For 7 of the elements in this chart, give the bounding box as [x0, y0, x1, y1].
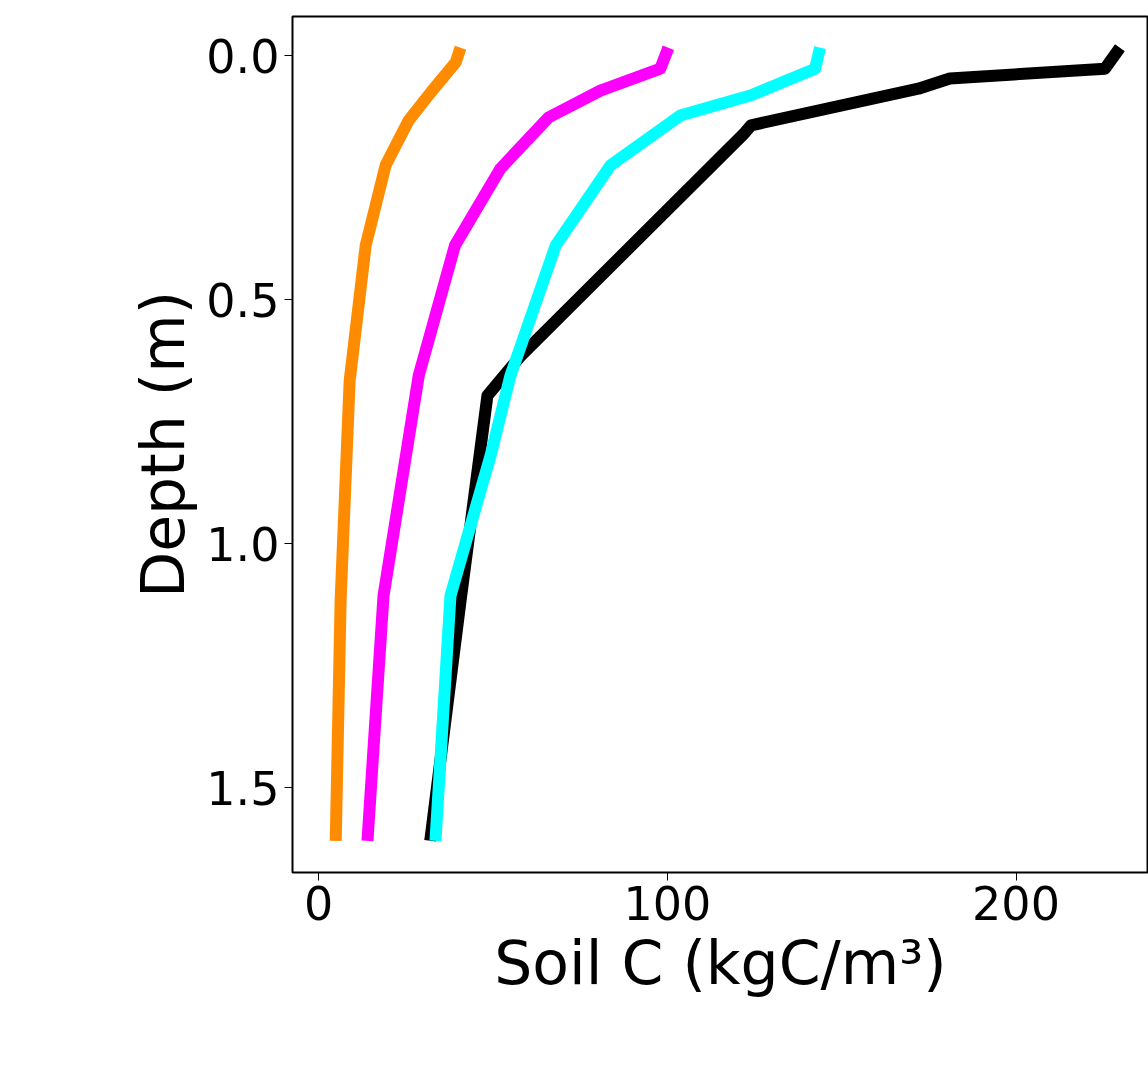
x-tick-label: 0 [304, 876, 334, 931]
y-tick-label: 1.5 [206, 761, 280, 816]
y-axis-title: Depth (m) [128, 290, 199, 599]
y-tick-label: 0.5 [206, 273, 280, 328]
x-tick-label: 200 [972, 876, 1060, 931]
y-tick-label: 0.0 [206, 29, 280, 84]
y-tick-label: 1.0 [206, 517, 280, 572]
